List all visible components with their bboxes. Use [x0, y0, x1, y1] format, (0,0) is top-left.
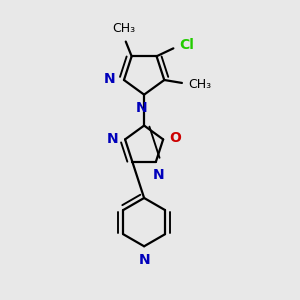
- Text: N: N: [107, 131, 118, 146]
- Text: N: N: [153, 168, 165, 182]
- Text: CH₃: CH₃: [188, 78, 211, 91]
- Text: N: N: [136, 101, 148, 115]
- Text: N: N: [104, 72, 116, 86]
- Text: O: O: [169, 131, 181, 145]
- Text: Cl: Cl: [179, 38, 194, 52]
- Text: N: N: [138, 253, 150, 267]
- Text: CH₃: CH₃: [113, 22, 136, 35]
